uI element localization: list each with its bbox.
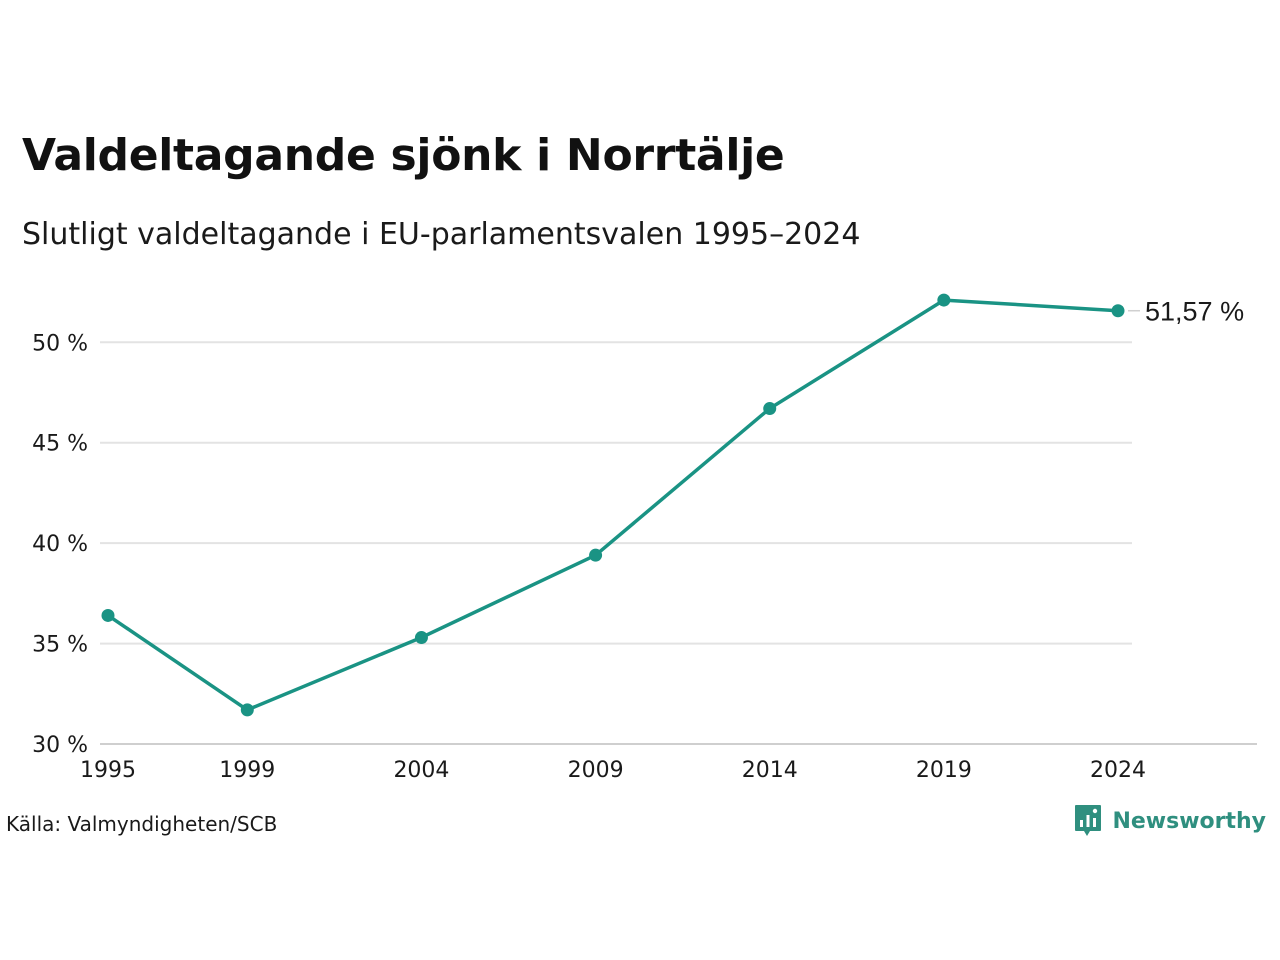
x-tick-label: 1999	[219, 758, 275, 783]
data-point	[240, 703, 254, 717]
series-line	[106, 298, 1120, 712]
data-point	[763, 402, 777, 416]
y-tick-label: 30 %	[32, 733, 88, 758]
chart-subtitle: Slutligt valdeltagande i EU-parlamentsva…	[22, 217, 861, 252]
data-point	[414, 631, 428, 645]
y-tick-label: 40 %	[32, 532, 88, 557]
source-note: Källa: Valmyndigheten/SCB	[6, 812, 278, 836]
data-point	[1111, 304, 1125, 318]
brand-name: Newsworthy	[1112, 808, 1266, 834]
x-tick-label: 1995	[80, 758, 136, 783]
data-point	[101, 608, 115, 622]
end-value-label: 51,57 %	[1145, 297, 1244, 327]
y-tick-label: 45 %	[32, 432, 88, 457]
y-tick-label: 50 %	[32, 331, 88, 356]
x-tick-label: 2019	[916, 758, 972, 783]
x-tick-label: 2014	[742, 758, 798, 783]
x-tick-label: 2024	[1090, 758, 1146, 783]
data-point	[937, 293, 951, 307]
brand-logo: Newsworthy	[1074, 804, 1266, 838]
data-point	[589, 548, 603, 562]
newsworthy-logo-icon	[1075, 805, 1102, 836]
x-tick-label: 2004	[393, 758, 449, 783]
y-tick-label: 35 %	[32, 633, 88, 658]
chart-title: Valdeltagande sjönk i Norrtälje	[22, 130, 785, 181]
x-tick-label: 2009	[568, 758, 624, 783]
